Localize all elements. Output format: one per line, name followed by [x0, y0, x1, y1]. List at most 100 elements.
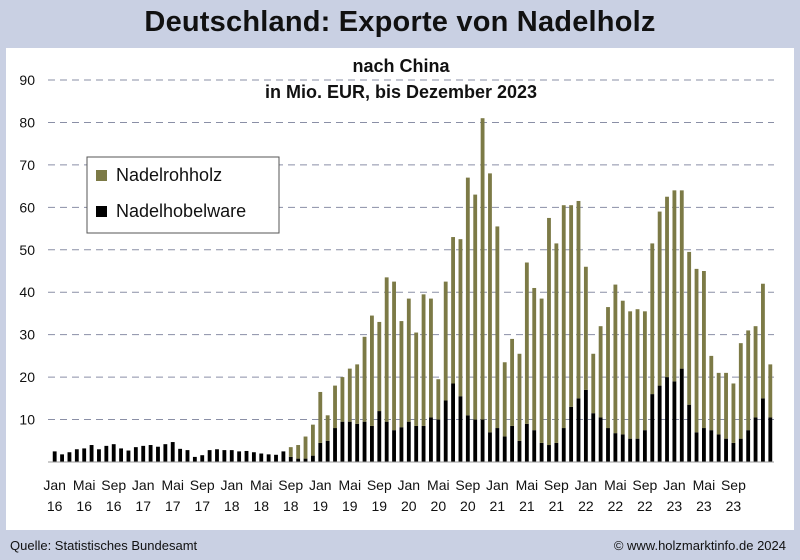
bar-nadelrohholz: [709, 355, 714, 431]
bar-nadelhobelware: [524, 423, 529, 462]
grid-lines: [48, 79, 774, 421]
bar-nadelrohholz: [701, 271, 706, 429]
x-tick-month: Jan: [575, 477, 598, 493]
bar-nadelrohholz: [672, 190, 677, 382]
bar-nadelhobelware: [333, 428, 337, 462]
bar-nadelhobelware: [620, 434, 625, 462]
legend-box: [86, 156, 280, 234]
x-tick-year: 19: [312, 498, 328, 514]
bar-nadelrohholz: [598, 326, 603, 418]
bar-nadelhobelware: [281, 451, 286, 462]
bar-nadelrohholz: [303, 436, 308, 459]
x-tick-year: 19: [342, 498, 358, 514]
bar-nadelhobelware: [465, 415, 470, 462]
bar-nadelhobelware: [716, 434, 721, 462]
legend-swatch-nadelhobelware: [96, 206, 107, 217]
bar-nadelhobelware: [414, 425, 419, 462]
y-tick-label: 40: [19, 284, 35, 300]
bar-nadelrohholz: [620, 300, 625, 435]
bar-nadelhobelware: [74, 449, 79, 462]
bar-nadelhobelware: [156, 446, 160, 462]
bar-nadelhobelware: [170, 442, 175, 462]
bar-nadelrohholz: [473, 194, 478, 420]
x-tick-month: Sep: [632, 477, 657, 493]
bar-nadelrohholz: [554, 243, 559, 443]
x-tick-month: Sep: [101, 477, 126, 493]
bar-nadelhobelware: [473, 419, 478, 462]
x-tick-year: 19: [372, 498, 388, 514]
bar-nadelhobelware: [480, 419, 485, 462]
bar-nadelhobelware: [502, 436, 507, 462]
bar-nadelhobelware: [642, 430, 647, 462]
copyright-note: © www.holzmarktinfo.de 2024: [613, 538, 786, 553]
x-tick-month: Mai: [161, 477, 184, 493]
bar-nadelhobelware: [650, 394, 655, 462]
x-tick-month: Mai: [516, 477, 539, 493]
bar-nadelhobelware: [244, 450, 249, 462]
x-tick-year: 18: [224, 498, 240, 514]
bar-nadelhobelware: [687, 404, 692, 462]
x-tick-year: 21: [490, 498, 506, 514]
bar-nadelhobelware: [310, 455, 315, 462]
bar-nadelhobelware: [532, 430, 537, 462]
y-tick-label: 30: [19, 327, 35, 343]
stacked-bar-chart: 10 20 30 40 50 60 70 80 90 Jan 16 Mai 16 Sep 16 Jan 17 M…: [19, 56, 774, 514]
bar-nadelrohholz: [362, 336, 367, 422]
bar-nadelrohholz: [318, 391, 323, 443]
bar-nadelrohholz: [288, 447, 293, 457]
bar-nadelhobelware: [229, 450, 234, 462]
bar-nadelhobelware: [200, 455, 205, 462]
bar-nadelhobelware: [133, 447, 138, 462]
chart-subtitle: in Mio. EUR, bis Dezember 2023: [265, 82, 537, 102]
bar-nadelhobelware: [67, 452, 72, 462]
bar-nadelrohholz: [716, 372, 721, 435]
bar-nadelhobelware: [215, 449, 219, 462]
bar-nadelhobelware: [436, 419, 441, 462]
bar-nadelhobelware: [111, 444, 116, 462]
source-note: Quelle: Statistisches Bundesamt: [10, 538, 198, 553]
bar-nadelhobelware: [185, 450, 190, 462]
bar-nadelrohholz: [665, 196, 669, 378]
x-tick-year: 20: [431, 498, 447, 514]
page-title: Deutschland: Exporte von Nadelholz: [144, 6, 656, 38]
bar-nadelrohholz: [569, 205, 574, 407]
bar-nadelrohholz: [480, 118, 485, 420]
bar-nadelrohholz: [488, 173, 492, 433]
bar-nadelrohholz: [436, 379, 441, 420]
x-tick-year: 17: [165, 498, 181, 514]
bar-nadelrohholz: [547, 217, 551, 446]
bar-nadelrohholz: [451, 237, 455, 384]
y-tick-label: 20: [19, 369, 35, 385]
x-tick-year: 21: [549, 498, 565, 514]
bar-nadelhobelware: [635, 438, 640, 462]
bar-nadelrohholz: [347, 368, 352, 422]
y-axis-ticks: 10 20 30 40 50 60 70 80 90: [19, 72, 35, 428]
bar-nadelrohholz: [340, 377, 345, 422]
x-tick-month: Jan: [132, 477, 155, 493]
bar-nadelrohholz: [687, 251, 692, 405]
bar-nadelhobelware: [148, 445, 153, 462]
bar-nadelhobelware: [613, 433, 618, 462]
bar-nadelhobelware: [370, 425, 374, 462]
bar-nadelhobelware: [554, 442, 559, 462]
bar-nadelhobelware: [325, 440, 330, 462]
y-tick-label: 10: [19, 412, 35, 428]
bar-nadelrohholz: [539, 298, 544, 443]
bar-nadelhobelware: [547, 445, 551, 462]
bar-nadelhobelware: [458, 396, 463, 462]
x-tick-month: Sep: [721, 477, 746, 493]
bar-nadelrohholz: [510, 338, 515, 426]
bar-nadelhobelware: [672, 381, 677, 462]
bar-nadelhobelware: [97, 449, 101, 462]
bar-nadelhobelware: [52, 451, 57, 462]
bar-nadelhobelware: [761, 398, 765, 462]
bar-nadelrohholz: [635, 309, 640, 439]
bar-nadelhobelware: [517, 440, 522, 462]
bar-nadelhobelware: [60, 454, 64, 462]
bar-nadelhobelware: [207, 450, 212, 462]
bar-nadelhobelware: [583, 389, 588, 462]
x-tick-year: 22: [578, 498, 594, 514]
legend-label-nadelhobelware: Nadelhobelware: [116, 201, 246, 221]
bar-nadelhobelware: [384, 421, 389, 462]
bar-nadelrohholz: [310, 424, 315, 456]
